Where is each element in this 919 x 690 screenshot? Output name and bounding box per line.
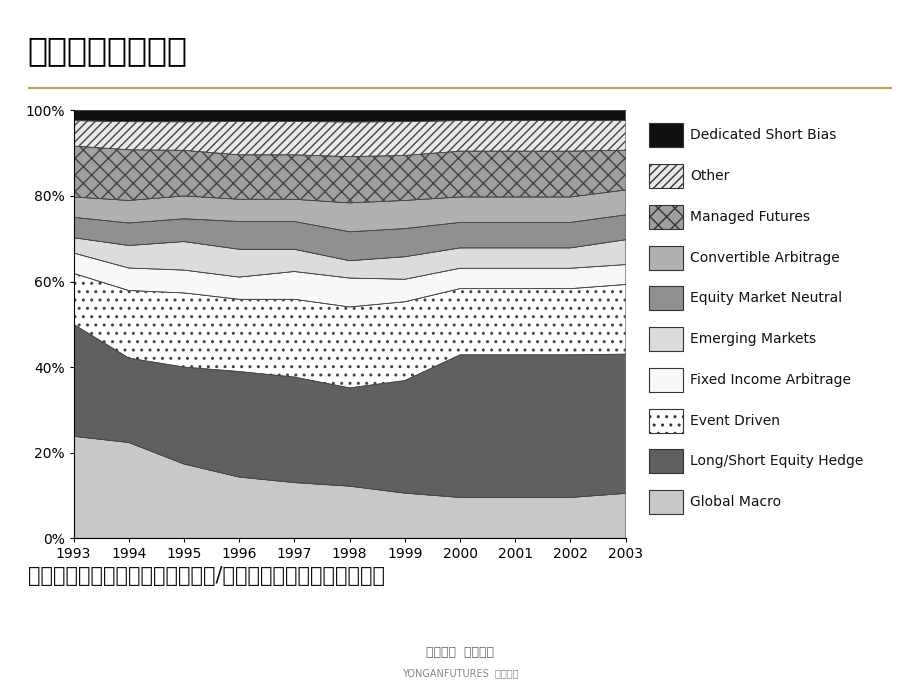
Bar: [649, 124, 682, 148]
Text: Global Macro: Global Macro: [689, 495, 780, 509]
Text: Other: Other: [689, 169, 729, 184]
Bar: [649, 327, 682, 351]
Bar: [649, 164, 682, 188]
Text: Dedicated Short Bias: Dedicated Short Bias: [689, 128, 836, 142]
Text: 对冲基金主要策略: 对冲基金主要策略: [28, 34, 187, 68]
Text: Managed Futures: Managed Futures: [689, 210, 810, 224]
Bar: [649, 490, 682, 514]
Bar: [649, 449, 682, 473]
Text: Emerging Markets: Emerging Markets: [689, 332, 815, 346]
Bar: [649, 205, 682, 229]
Text: Long/Short Equity Hedge: Long/Short Equity Hedge: [689, 455, 863, 469]
Bar: [649, 246, 682, 270]
Text: YONGANFUTURES  投资美学: YONGANFUTURES 投资美学: [402, 668, 517, 678]
Text: Event Driven: Event Driven: [689, 414, 779, 428]
Text: Equity Market Neutral: Equity Market Neutral: [689, 291, 842, 306]
Text: Convertible Arbitrage: Convertible Arbitrage: [689, 250, 839, 265]
Text: Fixed Income Arbitrage: Fixed Income Arbitrage: [689, 373, 850, 387]
Bar: [649, 286, 682, 310]
Bar: [649, 368, 682, 392]
Text: 永安期货  东方智慧: 永安期货 东方智慧: [425, 646, 494, 658]
Text: 从历史数据来看，事件驱动、买多/卖空策略的回报率比较稳定。: 从历史数据来看，事件驱动、买多/卖空策略的回报率比较稳定。: [28, 566, 384, 586]
Bar: [649, 408, 682, 433]
